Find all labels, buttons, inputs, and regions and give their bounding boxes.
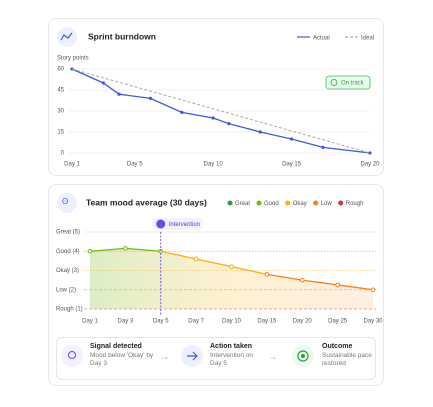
legend-dot: [227, 200, 233, 206]
area: [90, 248, 373, 309]
mood-card: [48, 184, 384, 386]
x-tick-label: Day 1: [82, 319, 98, 325]
x-tick-label: Day 20: [360, 162, 380, 168]
icon: ʘ: [62, 197, 68, 206]
x-tick-label: Day 15: [257, 319, 277, 325]
burndown-card: [48, 18, 384, 176]
point: [117, 92, 121, 96]
series-line: [89, 247, 126, 252]
point: [289, 137, 294, 141]
point: [264, 272, 270, 277]
badge: [325, 75, 371, 90]
step: Signal detected Mood below 'Okay' by Day …: [90, 343, 156, 368]
x-tick-label: Day 5: [153, 319, 169, 325]
x-tick-label: Day 1: [64, 162, 80, 168]
point: [335, 282, 340, 288]
legend-label: Great: [235, 201, 250, 207]
point: [87, 248, 93, 254]
icon: [301, 354, 305, 358]
y-tick-label: Low (2): [56, 287, 76, 293]
legend-dot: [338, 200, 344, 206]
icon: [57, 193, 77, 213]
point: [321, 145, 325, 149]
series-line: [302, 279, 338, 286]
point: [123, 246, 128, 251]
legend-label: Good: [264, 201, 279, 207]
icon: [60, 32, 73, 41]
legend-label: Ideal: [361, 36, 374, 42]
legend-label: Actual: [313, 36, 330, 42]
icon: [297, 350, 309, 362]
point: [229, 264, 234, 269]
point: [101, 81, 105, 85]
y-tick-label: 15: [57, 130, 64, 136]
point: [148, 96, 153, 100]
step-text: Sustainable pace restored: [322, 352, 372, 367]
series-line: [71, 68, 371, 154]
x-tick-label: Day 10: [204, 162, 224, 168]
axis-label: Story points: [57, 56, 89, 62]
legend-label: Rough: [346, 201, 364, 207]
series-line: [125, 247, 161, 252]
x-tick-label: Day 20: [293, 319, 313, 325]
step-text: Mood below 'Okay' by Day 3: [90, 352, 154, 367]
series-line: [160, 250, 197, 260]
step: Outcome Sustainable pace restored: [322, 343, 372, 368]
step: Action taken Intervention on Day 5: [210, 343, 264, 368]
icon: [187, 351, 198, 361]
point: [299, 277, 305, 283]
series-line: [195, 258, 232, 268]
y-tick-label: 45: [57, 88, 64, 94]
badge-text: On track: [341, 81, 365, 87]
annotation-label: Intervention: [169, 222, 200, 228]
icon: [68, 351, 76, 359]
y-tick-label: Rough (1): [56, 307, 83, 313]
y-tick-label: 30: [57, 109, 64, 115]
annotation-badge: [152, 218, 203, 230]
legend-dot: [256, 200, 262, 206]
y-tick-label: Good (4): [56, 249, 80, 255]
annotation-icon: [156, 219, 166, 229]
point: [368, 151, 372, 155]
x-tick-label: Day 7: [188, 319, 204, 325]
steps-box: [56, 337, 376, 380]
series-line: [266, 273, 303, 281]
x-tick-label: Day 25: [328, 319, 348, 325]
legend-label: Okay: [293, 201, 307, 207]
legend-dot: [285, 200, 291, 206]
legend-dot: [313, 200, 319, 206]
y-tick-label: Great (5): [56, 230, 80, 236]
point: [370, 287, 376, 293]
y-tick-label: 60: [57, 67, 64, 73]
step-title: Action taken: [210, 343, 253, 350]
arrow: →: [160, 351, 169, 361]
x-tick-label: Day 5: [127, 162, 143, 168]
legend-label: Low: [321, 201, 333, 207]
chart-title: Sprint burndown: [88, 31, 156, 41]
series-line: [337, 284, 374, 291]
point: [180, 110, 184, 114]
step-title: Outcome: [322, 343, 353, 350]
step-title: Signal detected: [90, 343, 142, 350]
point: [258, 130, 262, 134]
step-text: Intervention on Day 5: [210, 352, 254, 367]
icon: [330, 79, 338, 86]
chart-title: Team mood average (30 days): [86, 197, 207, 207]
y-tick-label: 0: [61, 151, 65, 157]
x-tick-label: Day 30: [363, 319, 383, 325]
y-tick-label: Okay (3): [56, 268, 79, 274]
series-line: [231, 266, 268, 275]
icon: [61, 345, 83, 367]
arrow: →: [268, 351, 277, 361]
point: [227, 122, 231, 126]
point: [211, 116, 215, 120]
x-tick-label: Day 3: [118, 319, 134, 325]
x-tick-label: Day 10: [222, 319, 242, 325]
point: [193, 256, 199, 262]
x-tick-label: Day 15: [282, 162, 302, 168]
